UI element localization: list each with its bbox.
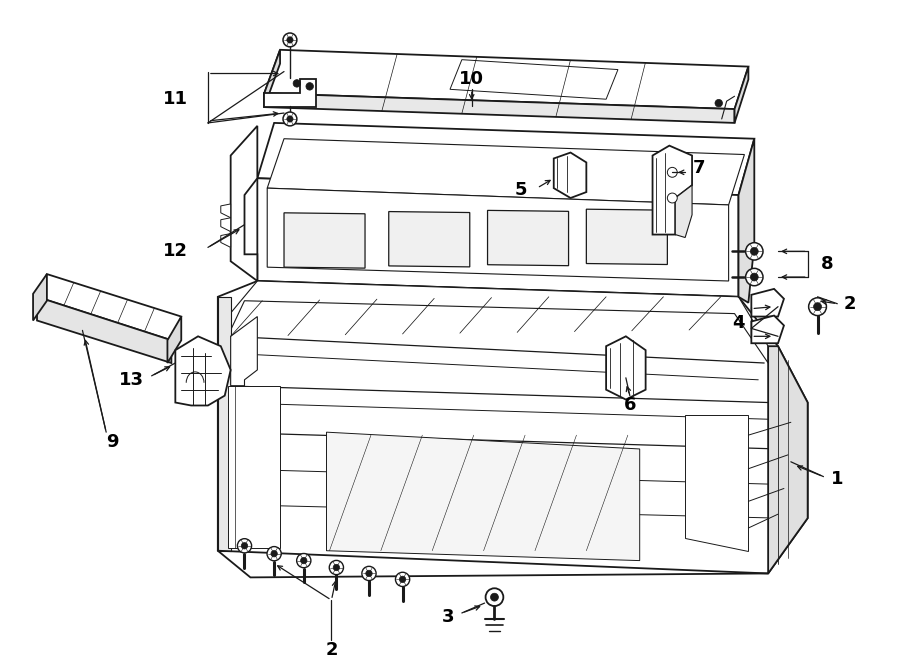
Circle shape [287,37,293,43]
Polygon shape [734,67,749,123]
Polygon shape [265,50,749,109]
Text: 10: 10 [459,71,484,89]
Circle shape [267,547,281,561]
Text: 13: 13 [120,371,144,389]
Polygon shape [606,336,645,399]
Circle shape [329,561,344,574]
Circle shape [287,116,293,122]
Circle shape [293,79,301,87]
Circle shape [306,83,313,90]
Polygon shape [488,210,569,266]
Polygon shape [257,178,739,297]
Polygon shape [167,317,181,363]
Polygon shape [265,79,316,107]
Circle shape [241,543,248,549]
Polygon shape [752,289,784,317]
Polygon shape [267,139,744,205]
Polygon shape [228,281,768,363]
Circle shape [745,268,763,286]
Polygon shape [554,153,586,198]
Circle shape [751,273,758,281]
Circle shape [715,99,723,107]
Circle shape [668,193,677,203]
Polygon shape [327,432,640,561]
Circle shape [283,33,297,47]
Circle shape [362,566,376,580]
Polygon shape [284,213,365,268]
Polygon shape [228,386,280,548]
Text: 2: 2 [325,641,338,658]
Circle shape [333,564,339,570]
Circle shape [751,247,758,255]
Polygon shape [33,274,47,321]
Text: 11: 11 [163,90,188,108]
Circle shape [238,539,252,553]
Polygon shape [37,274,181,340]
Text: 12: 12 [163,243,188,260]
Circle shape [271,551,277,557]
Circle shape [668,167,677,177]
Text: 5: 5 [515,181,527,199]
Polygon shape [752,315,784,343]
Polygon shape [220,217,230,231]
Polygon shape [220,204,230,217]
Polygon shape [220,233,230,247]
Circle shape [301,557,307,564]
Polygon shape [685,415,749,551]
Polygon shape [267,188,729,281]
Polygon shape [230,317,257,386]
Circle shape [808,298,826,315]
Polygon shape [218,281,807,578]
Polygon shape [265,50,280,107]
Circle shape [400,576,406,582]
Circle shape [814,303,822,311]
Polygon shape [265,93,734,123]
Text: 1: 1 [831,469,843,488]
Polygon shape [768,346,807,574]
Circle shape [297,553,310,568]
Circle shape [283,112,297,126]
Polygon shape [176,336,230,405]
Polygon shape [389,212,470,267]
Polygon shape [586,209,668,264]
Polygon shape [230,126,257,281]
Circle shape [486,588,503,606]
Text: 6: 6 [624,397,636,414]
Text: 8: 8 [821,255,833,273]
Polygon shape [257,123,754,195]
Polygon shape [257,281,739,307]
Polygon shape [652,145,692,235]
Text: 4: 4 [733,315,744,332]
Polygon shape [37,297,171,363]
Polygon shape [218,297,230,551]
Text: 7: 7 [693,159,706,177]
Circle shape [745,243,763,260]
Text: 2: 2 [844,295,857,313]
Circle shape [395,572,410,586]
Circle shape [491,593,499,601]
Text: 3: 3 [442,608,454,626]
Text: 9: 9 [106,433,119,451]
Circle shape [365,570,373,576]
Polygon shape [739,139,754,303]
Polygon shape [675,185,692,237]
Polygon shape [450,59,618,99]
